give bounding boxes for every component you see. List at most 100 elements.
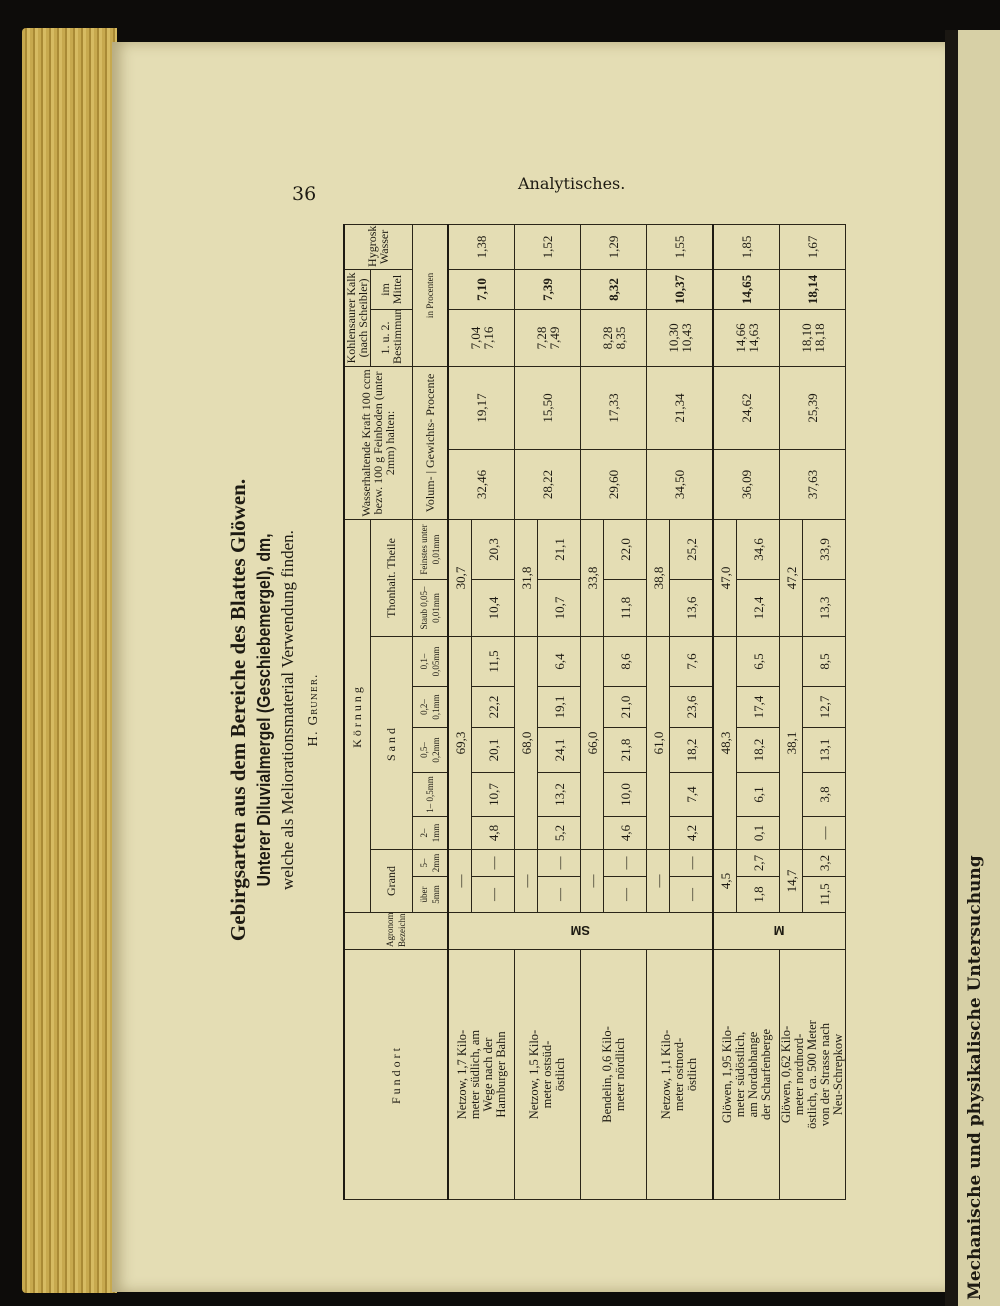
kalk-bestimmungen: 8,28 8,35 [580,309,647,367]
header-hygro: Hygroskop. Wasser [344,224,412,270]
header-sand: Sand [370,636,412,850]
kalk-value: 8,28 [599,326,615,350]
kalk-mittel: 7,39 [514,269,581,310]
wasser-volum: 34,50 [646,449,713,520]
header-in-procenten: in Procenten [412,224,448,367]
kalk-value: 18,10 [798,323,814,353]
thon-value: 13,6 [669,579,713,637]
sand-value: 8,6 [603,636,647,687]
sand-value: 20,1 [471,727,515,773]
header-grain-size: 1– 0,5mm [412,772,448,817]
sand-value: 5,2 [537,816,581,850]
thon-value: 33,9 [802,519,846,580]
thon-value: 22,0 [603,519,647,580]
sand-value: — [802,816,846,850]
soil-analysis-table: Fundort Agronom. Bezeichn. Körnung Wasse… [343,223,846,1200]
agronom-label: M [713,912,846,950]
kalk-value: 10,30 [665,323,681,353]
header-koernung: Körnung [344,519,370,913]
kalk-value: 7,04 [467,326,483,350]
kalk-mittel: 10,37 [646,269,713,310]
grand-value: — [669,849,713,877]
kalk-value: 8,35 [612,326,628,350]
fundort-cell: Glöwen, 0,62 Kilo- meter nordnord- östli… [779,949,846,1200]
sand-value: 4,8 [471,816,515,850]
wasser-volum: 37,63 [779,449,846,520]
wasser-gewicht: 15,50 [514,366,581,450]
table-row: Glöwen, 1,95 Kilo- meter südöstlich, am … [713,224,846,1200]
grand-value: — [669,876,713,913]
grand-value: — [603,849,647,877]
thon-total: 33,8 [580,519,604,637]
page-number: 36 [292,183,317,205]
grand-total: — [580,849,604,913]
hygro-wasser: 1,55 [646,224,713,270]
title-line-2: Unterer Diluvialmergel (Geschiebemergel)… [254,533,274,887]
sand-value: 6,4 [537,636,581,687]
hygro-wasser: 1,85 [713,224,780,270]
header-grain-size: 0,5– 0,2mm [412,727,448,773]
sand-value: 21,8 [603,727,647,773]
grand-value: — [603,876,647,913]
header-kalk-mittel: im Mittel [370,269,412,310]
sand-value: 13,1 [802,727,846,773]
sand-value: 18,2 [669,727,713,773]
sand-value: 6,5 [736,636,780,687]
hygro-wasser: 1,29 [580,224,647,270]
sand-total: 48,3 [713,636,737,850]
sand-value: 11,5 [471,636,515,687]
sand-total: 61,0 [646,636,670,850]
grand-value: — [471,849,515,877]
grand-total: — [448,849,472,913]
kalk-bestimmungen: 10,30 10,43 [646,309,713,367]
thon-value: 13,3 [802,579,846,637]
title-line-3: welche als Meliorationsmaterial Verwendu… [278,530,297,890]
hygro-wasser: 1,52 [514,224,581,270]
thon-value: 25,2 [669,519,713,580]
header-grain-size: über 5mm [412,876,448,913]
sand-value: 21,0 [603,686,647,728]
wasser-volum: 32,46 [448,449,515,520]
wasser-gewicht: 24,62 [713,366,780,450]
thon-value: 21,1 [537,519,581,580]
wasser-volum: 36,09 [713,449,780,520]
facing-page-heading: Mechanische und physikalische Untersuchu… [965,855,985,1300]
thon-total: 38,8 [646,519,670,637]
thon-value: 10,4 [471,579,515,637]
wasser-gewicht: 25,39 [779,366,846,450]
hygro-wasser: 1,67 [779,224,846,270]
thon-total: 31,8 [514,519,538,637]
table-row: Netzow, 1,5 Kilo- meter ostsüd- östlich —… [514,224,581,1200]
grand-value: — [537,849,581,877]
kalk-value: 14,66 [732,323,748,353]
kalk-bestimmungen: 7,04 7,16 [448,309,515,367]
book-gutter [945,30,961,1306]
grand-value: 1,8 [736,876,780,913]
book-page [112,42,947,1292]
sand-total: 68,0 [514,636,538,850]
fundort-cell: Netzow, 1,7 Kilo- meter südlich, am Wege… [448,949,515,1200]
grand-total: — [514,849,538,913]
sand-value: 8,5 [802,636,846,687]
header-fundort: Fundort [344,949,448,1200]
sand-value: 18,2 [736,727,780,773]
grand-total: 14,7 [779,849,803,913]
sand-value: 23,6 [669,686,713,728]
header-kalk: Kohlensaurer Kalk (nach Scheibler) [344,269,370,367]
sand-value: 13,2 [537,772,581,817]
thon-value: 12,4 [736,579,780,637]
kalk-mittel: 14,65 [713,269,780,310]
sand-value: 22,2 [471,686,515,728]
table-row: Glöwen, 0,62 Kilo- meter nordnord- östli… [779,224,846,1200]
header-grand: Grand [370,849,412,913]
hygro-wasser: 1,38 [448,224,515,270]
table-row: Netzow, 1,7 Kilo- meter südlich, am Wege… [448,224,713,1200]
kalk-mittel: 7,10 [448,269,515,310]
header-wasser-procente: Volum- | Gewichts- Procente [412,366,448,520]
wasser-volum: 28,22 [514,449,581,520]
thon-value: 34,6 [736,519,780,580]
fundort-cell: Netzow, 1,5 Kilo- meter ostsüd- östlich [514,949,581,1200]
kalk-bestimmungen: 14,66 14,63 [713,309,780,367]
table-row: Netzow, 1,1 Kilo- meter ostnord- östlich… [646,224,713,1200]
kalk-value: 18,18 [811,323,827,353]
